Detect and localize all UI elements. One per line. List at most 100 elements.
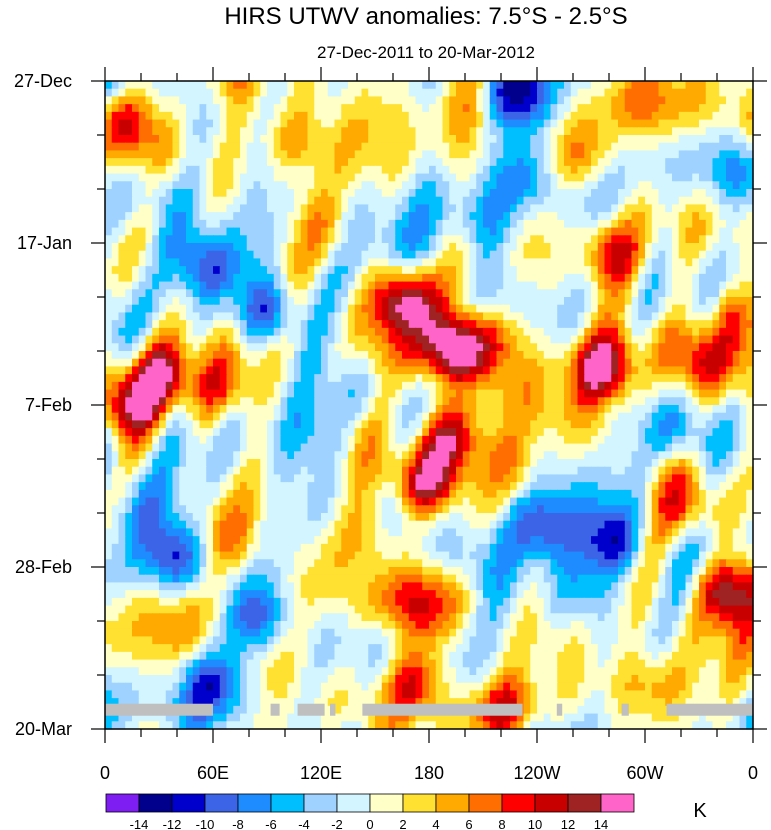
field-cell [146,374,153,382]
field-cell [530,474,537,482]
field-cell [638,235,645,243]
field-cell [571,235,578,243]
field-cell [355,258,362,266]
field-cell [598,359,605,367]
field-cell [476,390,483,398]
field-cell [470,282,477,290]
field-cell [638,204,645,212]
field-cell [645,374,652,382]
field-cell [375,444,382,452]
field-cell [659,382,666,390]
field-cell [443,444,450,452]
field-cell [564,135,571,143]
field-cell [706,305,713,313]
field-cell [125,289,132,297]
field-cell [179,158,186,166]
field-cell [328,328,335,336]
field-cell [179,374,186,382]
field-cell [220,451,227,459]
field-cell [139,390,146,398]
field-cell [571,189,578,197]
field-cell [146,258,153,266]
field-cell [233,266,240,274]
field-cell [200,374,207,382]
field-cell [686,305,693,313]
field-cell [341,274,348,282]
field-cell [206,436,213,444]
field-cell [220,197,227,205]
field-cell [679,243,686,251]
field-cell [341,451,348,459]
field-cell [321,166,328,174]
field-cell [213,266,220,274]
field-cell [260,274,267,282]
field-cell [375,89,382,97]
field-cell [247,328,254,336]
field-cell [112,235,119,243]
field-cell [571,297,578,305]
field-cell [355,135,362,143]
field-cell [132,150,139,158]
field-cell [213,351,220,359]
field-cell [584,220,591,228]
field-cell [152,174,159,182]
field-cell [260,251,267,259]
field-cell [713,266,720,274]
field-cell [220,328,227,336]
field-cell [517,96,524,104]
field-cell [476,89,483,97]
field-cell [605,328,612,336]
field-cell [470,444,477,452]
field-cell [578,266,585,274]
field-cell [132,328,139,336]
field-cell [132,258,139,266]
field-cell [200,166,207,174]
field-cell [260,166,267,174]
field-cell [247,243,254,251]
field-cell [443,436,450,444]
field-cell [139,220,146,228]
field-cell [524,343,531,351]
field-cell [449,120,456,128]
field-cell [247,127,254,135]
field-cell [476,444,483,452]
field-cell [105,405,112,413]
field-cell [632,251,639,259]
field-cell [402,359,409,367]
field-cell [456,112,463,120]
field-cell [200,150,207,158]
field-cell [584,451,591,459]
field-cell [544,204,551,212]
field-cell [449,150,456,158]
field-cell [112,104,119,112]
field-cell [105,390,112,398]
field-cell [652,444,659,452]
field-cell [699,243,706,251]
field-cell [301,420,308,428]
field-cell [328,289,335,297]
field-cell [740,112,747,120]
field-cell [287,266,294,274]
field-cell [375,405,382,413]
field-cell [314,328,321,336]
field-cell [112,143,119,151]
field-cell [416,351,423,359]
field-cell [645,228,652,236]
field-cell [186,436,193,444]
field-cell [220,96,227,104]
field-cell [679,258,686,266]
field-cell [524,390,531,398]
field-cell [591,374,598,382]
field-cell [719,220,726,228]
field-cell [301,428,308,436]
field-cell [713,158,720,166]
field-cell [598,467,605,475]
field-cell [287,374,294,382]
field-cell [476,474,483,482]
field-cell [355,413,362,421]
field-cell [699,374,706,382]
field-cell [719,174,726,182]
field-cell [389,459,396,467]
field-cell [362,266,369,274]
field-cell [598,474,605,482]
